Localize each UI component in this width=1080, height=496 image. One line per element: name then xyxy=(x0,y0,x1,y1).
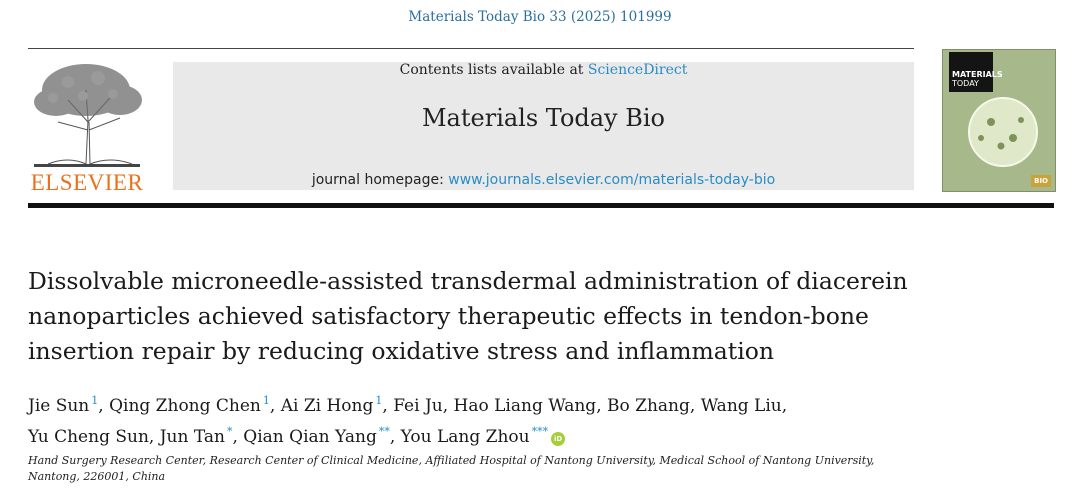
homepage-prefix: journal homepage: xyxy=(311,172,449,188)
header-rule xyxy=(28,48,914,49)
cover-title-block: MATERIALS TODAY xyxy=(949,52,1003,92)
header-divider xyxy=(28,203,1054,208)
author-name[interactable]: Yu Cheng Sun xyxy=(28,427,149,447)
cover-bio-badge: BIO xyxy=(1031,175,1051,187)
author-name[interactable]: Qing Zhong Chen xyxy=(109,396,261,416)
journal-citation[interactable]: Materials Today Bio 33 (2025) 101999 xyxy=(408,9,672,25)
author-mark[interactable]: 1 xyxy=(262,394,270,407)
author-name[interactable]: Jie Sun xyxy=(28,396,90,416)
homepage-line: journal homepage: www.journals.elsevier.… xyxy=(173,172,914,188)
journal-banner: Contents lists available at ScienceDirec… xyxy=(173,62,914,190)
author-name[interactable]: You Lang Zhou xyxy=(400,427,530,447)
author-name[interactable]: Fei Ju xyxy=(393,396,443,416)
publisher-name: ELSEVIER xyxy=(30,170,144,195)
author-list: Jie Sun 1, Qing Zhong Chen 1, Ai Zi Hong 1,… xyxy=(28,394,788,447)
elsevier-logo[interactable]: ELSEVIER xyxy=(28,60,146,195)
author-mark[interactable]: * xyxy=(226,425,233,438)
tree-icon xyxy=(34,64,142,167)
author-name[interactable]: Jun Tan xyxy=(159,427,225,447)
author-affiliation: Hand Surgery Research Center, Research C… xyxy=(28,454,875,483)
contents-line: Contents lists available at ScienceDirec… xyxy=(173,62,914,78)
author-name[interactable]: Bo Zhang xyxy=(607,396,690,416)
journal-homepage-link[interactable]: www.journals.elsevier.com/materials-toda… xyxy=(448,172,776,188)
journal-name: Materials Today Bio xyxy=(421,104,666,132)
author-name[interactable]: Qian Qian Yang xyxy=(243,427,377,447)
orcid-icon[interactable]: iD xyxy=(551,432,566,446)
cover-title-line2: TODAY xyxy=(952,79,979,88)
author-name[interactable]: Ai Zi Hong xyxy=(280,396,374,416)
article-title: Dissolvable microneedle-assisted transde… xyxy=(28,267,908,365)
journal-cover[interactable]: MATERIALS TODAY BIO xyxy=(942,49,1056,192)
contents-prefix: Contents lists available at xyxy=(399,62,588,78)
author-name[interactable]: Hao Liang Wang xyxy=(453,396,597,416)
author-mark[interactable]: 1 xyxy=(375,394,383,407)
author-name[interactable]: Wang Liu xyxy=(700,396,782,416)
author-mark[interactable]: ** xyxy=(378,425,390,438)
author-mark[interactable]: *** xyxy=(531,425,549,438)
author-mark[interactable]: 1 xyxy=(91,394,99,407)
sciencedirect-link[interactable]: ScienceDirect xyxy=(587,62,688,78)
cover-title-line1: MATERIALS xyxy=(952,70,1003,79)
cover-art-icon xyxy=(968,97,1038,167)
